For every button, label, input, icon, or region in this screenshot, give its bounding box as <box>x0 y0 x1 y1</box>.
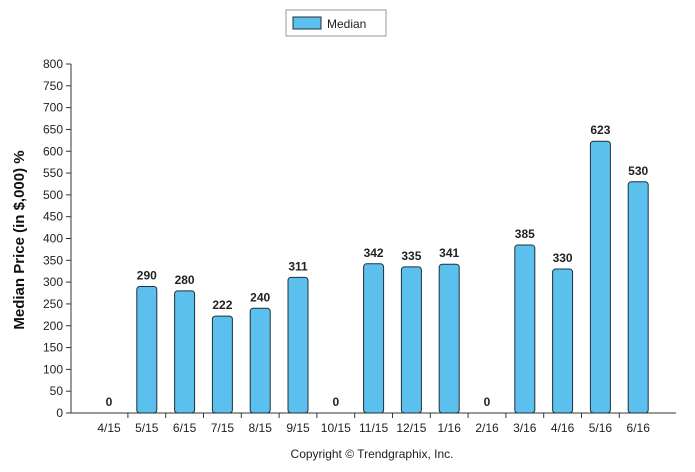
y-tick-label: 50 <box>50 384 64 398</box>
x-tick-label: 6/16 <box>627 421 651 435</box>
y-axis-title: Median Price (in $,000) % <box>11 150 28 329</box>
bar-8-15 <box>249 307 271 414</box>
x-tick-label: 3/16 <box>513 421 537 435</box>
x-tick-label: 11/15 <box>359 421 388 435</box>
y-tick-label: 150 <box>43 341 63 355</box>
data-label: 342 <box>364 246 384 260</box>
y-tick-label: 100 <box>43 362 63 376</box>
y-tick-label: 800 <box>43 57 63 71</box>
y-tick-label: 0 <box>56 406 63 420</box>
data-label: 240 <box>250 290 270 304</box>
data-label: 385 <box>515 227 535 241</box>
data-label: 311 <box>288 259 308 273</box>
y-tick-label: 750 <box>43 79 63 93</box>
x-ticks: 4/15 5/15 6/15 7/15 8/15 9/15 10/15 11/15 12/15 1… <box>97 413 650 435</box>
data-label: 290 <box>137 268 157 282</box>
x-tick-label: 5/16 <box>589 421 613 435</box>
y-tick-label: 550 <box>43 166 63 180</box>
copyright-text: Copyright © Trendgraphix, Inc. <box>291 447 454 461</box>
bars: 0 290 280 222 240 311 0 342 335 341 0 385 330 623 530 <box>106 123 649 414</box>
bar-11-15 <box>363 263 385 414</box>
legend-label: Median <box>327 17 366 31</box>
bar-9-15 <box>287 276 309 414</box>
x-tick-label: 7/15 <box>211 421 235 435</box>
bar-7-15 <box>211 315 233 414</box>
x-tick-label: 1/16 <box>438 421 462 435</box>
data-label: 222 <box>212 298 232 312</box>
y-tick-label: 350 <box>43 253 63 267</box>
x-tick-label: 9/15 <box>286 421 310 435</box>
y-tick-label: 250 <box>43 297 63 311</box>
legend-swatch <box>292 16 322 30</box>
y-tick-label: 300 <box>43 275 63 289</box>
data-label: 341 <box>439 246 459 260</box>
y-tick-label: 200 <box>43 319 63 333</box>
bar-4-16 <box>552 268 574 414</box>
x-tick-label: 2/16 <box>475 421 499 435</box>
data-label: 280 <box>175 273 195 287</box>
x-tick-label: 12/15 <box>396 421 426 435</box>
legend: Median <box>285 9 387 37</box>
y-tick-label: 650 <box>43 122 63 136</box>
y-tick-label: 500 <box>43 188 63 202</box>
bar-12-15 <box>400 266 422 414</box>
data-label: 330 <box>553 251 573 265</box>
data-label: 0 <box>106 395 113 409</box>
bar-5-15 <box>136 285 158 414</box>
y-tick-label: 700 <box>43 101 63 115</box>
y-tick-label: 450 <box>43 210 63 224</box>
bar-5-16 <box>589 140 611 414</box>
data-label: 530 <box>628 164 648 178</box>
data-label: 0 <box>484 395 491 409</box>
x-tick-label: 8/15 <box>249 421 273 435</box>
bar-6-16 <box>627 181 649 414</box>
data-label: 623 <box>590 123 610 137</box>
data-label: 335 <box>401 249 421 263</box>
bar-1-16 <box>438 263 460 414</box>
bar-3-16 <box>514 244 536 414</box>
bar-6-15 <box>174 290 196 414</box>
x-tick-label: 10/15 <box>321 421 351 435</box>
y-ticks: 0 50 100 150 200 250 300 350 400 450 500 550 600 650 7… <box>43 57 71 420</box>
x-tick-label: 5/15 <box>135 421 159 435</box>
x-tick-label: 6/15 <box>173 421 197 435</box>
x-tick-label: 4/16 <box>551 421 575 435</box>
data-label: 0 <box>332 395 339 409</box>
y-tick-label: 600 <box>43 144 63 158</box>
x-tick-label: 4/15 <box>97 421 121 435</box>
y-tick-label: 400 <box>43 232 63 246</box>
